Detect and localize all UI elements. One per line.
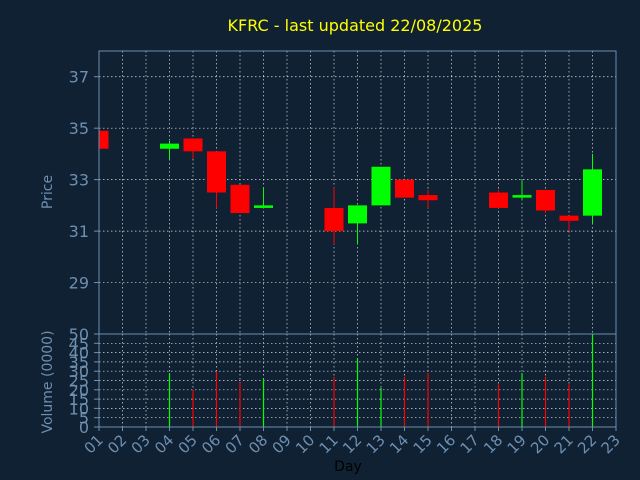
candle-body [230, 184, 250, 214]
candle-body [418, 195, 438, 201]
volume-tick-label: 40 [69, 344, 89, 363]
candles [98, 130, 602, 244]
volume-tick-label: 50 [69, 325, 89, 344]
volume-tick-label: 25 [69, 372, 89, 391]
price-tick-label: 35 [69, 119, 89, 138]
price-tick-label: 37 [69, 68, 89, 87]
candle-body [583, 169, 602, 216]
candle-04 [160, 141, 179, 160]
candle-22 [583, 153, 602, 224]
candle-15 [418, 189, 438, 208]
price-tick-label: 31 [69, 222, 89, 241]
candle-body [348, 205, 367, 224]
price-tick-label: 29 [69, 274, 89, 293]
price-axis-label: Price [40, 175, 56, 209]
candle-14 [395, 179, 414, 198]
volume-tick-label: 45 [69, 334, 89, 353]
candle-body [183, 138, 203, 152]
candle-12 [348, 205, 367, 244]
candle-01 [98, 130, 109, 149]
candle-07 [230, 184, 250, 214]
candle-body [559, 215, 579, 221]
volume-tick-label: 10 [69, 399, 89, 418]
candle-body [512, 195, 532, 198]
volume-tick-label: 30 [69, 362, 89, 381]
volume-tick-label: 0 [79, 418, 89, 437]
price-tick-label: 33 [69, 171, 89, 190]
volume-tick-label: 5 [79, 409, 89, 428]
candle-body [207, 151, 226, 193]
price-tick-labels: 29 31 33 35 37 [69, 68, 99, 293]
candle-body [489, 192, 508, 208]
candle-body [324, 207, 344, 232]
candle-13 [371, 166, 391, 206]
candle-11 [324, 187, 344, 244]
candle-body [99, 130, 109, 149]
volume-tick-label: 15 [69, 390, 89, 409]
x-axis-label: Day [334, 459, 362, 475]
candle-body [395, 179, 414, 198]
candle-body [536, 189, 555, 211]
volume-tick-label: 20 [69, 381, 89, 400]
volume-tick-label: 35 [69, 353, 89, 372]
candle-18 [489, 189, 508, 208]
chart-title: KFRC - last updated 22/08/2025 [228, 16, 483, 35]
candle-06 [207, 151, 226, 208]
candle-body [160, 143, 179, 149]
candle-21 [559, 215, 579, 232]
candle-20 [536, 189, 555, 214]
volume-bars [168, 334, 594, 427]
candle-body [254, 205, 273, 208]
volume-axis-label: Volume (0000) [40, 330, 56, 433]
candle-19 [512, 179, 532, 201]
candle-08 [254, 187, 273, 208]
candle-body [371, 166, 391, 206]
candle-05 [183, 138, 203, 160]
